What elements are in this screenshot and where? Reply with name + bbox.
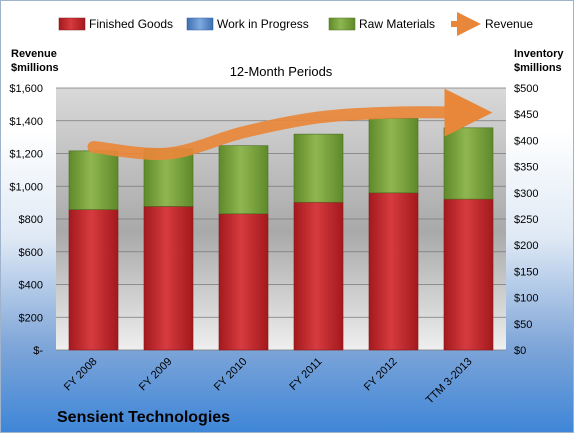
- right-axis-ticks: $0 $50 $100 $150 $200 $250 $300 $350 $400 $450 $50…: [514, 83, 538, 357]
- left-tick-label: $400: [19, 280, 43, 292]
- left-tick-label: $800: [19, 214, 43, 226]
- left-tick-label: $-: [33, 345, 43, 357]
- right-tick-label: $50: [514, 319, 532, 331]
- bar-raw-materials: [68, 150, 119, 210]
- right-tick-label: $100: [514, 293, 538, 305]
- bar-raw-materials: [218, 145, 269, 215]
- bar-raw-materials: [443, 127, 494, 200]
- right-tick-label: $200: [514, 240, 538, 252]
- right-tick-label: $500: [514, 83, 538, 95]
- x-tick-label: FY 2008: [62, 356, 100, 394]
- bar-finished-goods: [143, 206, 194, 351]
- revenue-line: [87, 88, 493, 160]
- right-tick-label: $150: [514, 266, 538, 278]
- left-tick-label: $1,000: [9, 181, 43, 193]
- bar-finished-goods: [368, 192, 419, 351]
- left-tick-label: $1,600: [9, 83, 43, 95]
- left-axis-title-line1: Revenue: [11, 48, 57, 60]
- company-name: Sensient Technologies: [57, 409, 230, 426]
- right-tick-label: $400: [514, 135, 538, 147]
- legend-label-work-in-progress: Work in Progress: [217, 17, 309, 31]
- left-tick-label: $1,400: [9, 116, 43, 128]
- left-axis-ticks: $- $200 $400 $600 $800 $1,000 $1,200 $1,400 $1,6…: [9, 83, 43, 357]
- left-tick-label: $600: [19, 247, 43, 259]
- legend: Finished Goods Work in Progress Raw Mate…: [58, 12, 533, 36]
- bar-finished-goods: [443, 198, 494, 351]
- legend-item-work-in-progress: Work in Progress: [186, 17, 309, 31]
- legend-label-raw-materials: Raw Materials: [359, 17, 435, 31]
- x-tick-label: FY 2011: [287, 356, 324, 393]
- legend-item-revenue: Revenue: [451, 12, 533, 36]
- legend-item-finished-goods: Finished Goods: [58, 17, 173, 31]
- legend-item-raw-materials: Raw Materials: [328, 17, 435, 31]
- right-tick-label: $250: [514, 214, 538, 226]
- x-tick-label: FY 2012: [362, 356, 400, 394]
- bar-raw-materials: [368, 118, 419, 194]
- bar-finished-goods: [293, 201, 344, 351]
- right-tick-label: $350: [514, 162, 538, 174]
- x-axis-labels: FY 2008 FY 2009 FY 2010 FY 2011 FY 2012 TTM 3…: [62, 356, 475, 407]
- chart-subtitle: 12-Month Periods: [230, 64, 333, 79]
- x-tick-label: FY 2010: [212, 356, 250, 394]
- bar-raw-materials: [293, 133, 344, 203]
- right-tick-label: $450: [514, 109, 538, 121]
- bar-finished-goods: [68, 209, 119, 351]
- legend-label-finished-goods: Finished Goods: [89, 17, 173, 31]
- left-axis-title-line2: $millions: [11, 62, 59, 74]
- revenue-line-group: [87, 88, 493, 160]
- right-tick-label: $300: [514, 188, 538, 200]
- bar-finished-goods: [218, 213, 269, 351]
- legend-label-revenue: Revenue: [485, 17, 533, 31]
- gridlines: [56, 87, 506, 351]
- x-tick-label: TTM 3-2013: [424, 356, 475, 407]
- right-tick-label: $0: [514, 345, 526, 357]
- right-axis-title-line1: Inventory: [514, 48, 564, 60]
- left-tick-label: $1,200: [9, 149, 43, 161]
- right-axis-title-line2: $millions: [514, 62, 562, 74]
- bars: [68, 118, 494, 351]
- x-tick-label: FY 2009: [137, 356, 175, 394]
- left-tick-label: $200: [19, 312, 43, 324]
